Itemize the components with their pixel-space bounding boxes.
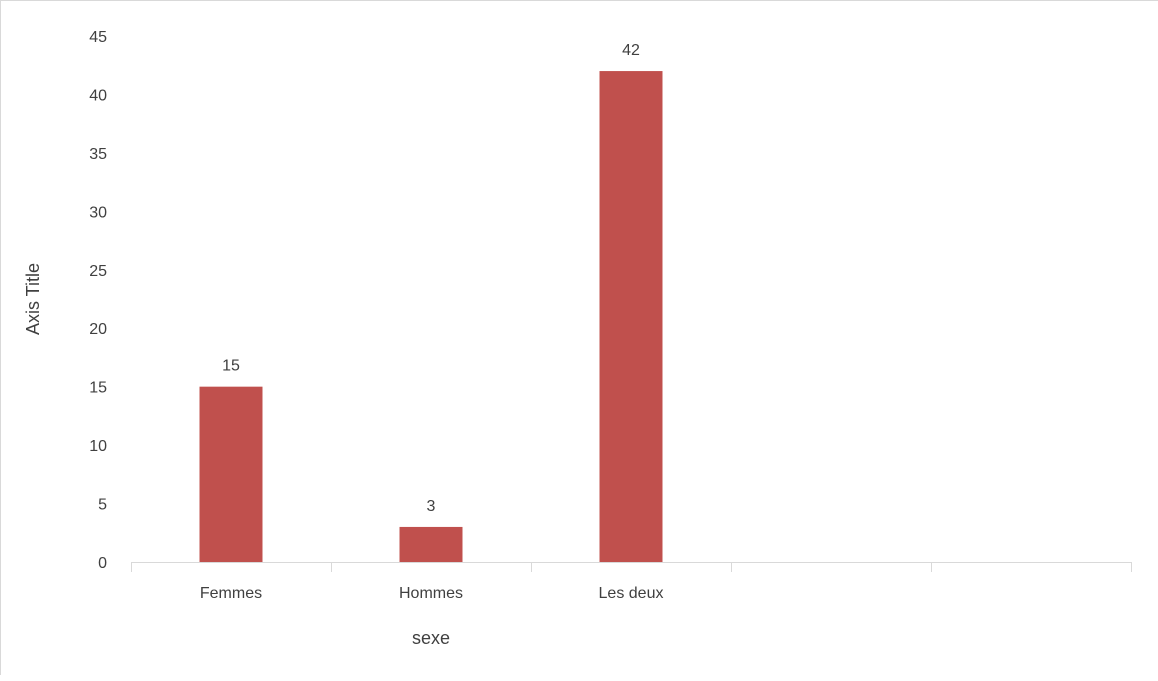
data-labels: 15 3 42	[222, 42, 640, 515]
y-axis-title: Axis Title	[23, 263, 43, 335]
x-tick-label: Les deux	[599, 585, 664, 602]
bar	[199, 386, 263, 562]
x-axis-title: sexe	[412, 628, 450, 648]
bar	[599, 71, 663, 563]
y-tick-label: 25	[89, 263, 107, 280]
bar	[399, 526, 463, 562]
y-axis-ticks: 0 5 10 15 20 25 30 35 40 45	[89, 29, 107, 572]
y-tick-label: 45	[89, 29, 107, 46]
x-tick-label: Hommes	[399, 585, 463, 602]
x-axis-tick-labels: Femmes Hommes Les deux	[200, 585, 664, 602]
y-tick-label: 15	[89, 380, 107, 397]
y-tick-label: 10	[89, 438, 107, 455]
x-axis-ticks	[131, 562, 1132, 572]
y-tick-label: 35	[89, 146, 107, 163]
bars	[199, 71, 663, 563]
data-label: 42	[622, 42, 640, 59]
y-tick-label: 0	[98, 555, 107, 572]
data-label: 15	[222, 358, 240, 375]
x-tick-label: Femmes	[200, 585, 262, 602]
data-label: 3	[427, 498, 436, 515]
y-tick-label: 20	[89, 321, 107, 338]
y-tick-label: 40	[89, 87, 107, 104]
y-tick-label: 30	[89, 204, 107, 221]
y-tick-label: 5	[98, 497, 107, 514]
